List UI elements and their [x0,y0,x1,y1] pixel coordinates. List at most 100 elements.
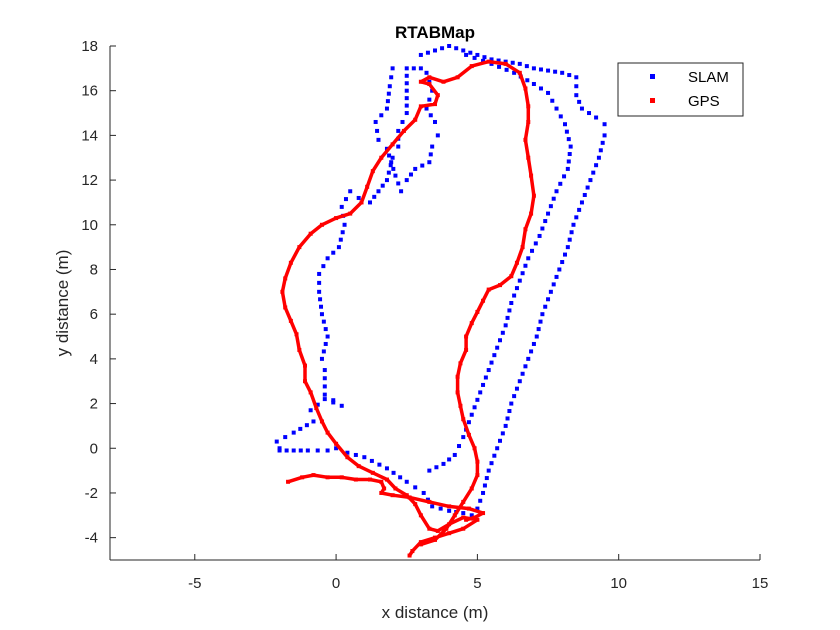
slam-dot [504,67,509,72]
slam-dot [496,58,501,63]
slam-point [345,450,350,455]
slam-dot [525,78,530,83]
slam-dot [520,271,525,276]
slam-point [305,448,310,453]
slam-dot [438,506,443,511]
slam-point [387,84,392,89]
slam-dot [454,46,459,51]
slam-dot [600,140,605,145]
slam-dot [482,55,487,60]
slam-point [461,435,466,440]
slam-dot [380,183,385,188]
gps-point [348,211,353,216]
slam-point [517,278,522,283]
slam-dot [375,128,380,133]
slam-point [348,189,353,194]
slam-dot [492,353,497,358]
gps-point [379,479,384,484]
slam-dot [389,160,394,165]
slam-point [531,66,536,71]
slam-dot [523,364,528,369]
slam-dot [574,84,579,89]
gps-point [334,441,339,446]
gps-track-line [286,473,485,522]
gps-point [427,499,432,504]
gps-point [503,61,508,66]
gps-point [433,537,437,542]
slam-dot [396,181,401,186]
slam-point [461,48,466,53]
slam-point [433,119,437,124]
slam-dot [505,315,510,320]
gps-point [458,361,463,366]
slam-point [424,106,429,111]
gps-point [401,128,406,133]
gps-point [410,549,415,554]
gps-point [523,86,528,91]
slam-dot [564,129,569,134]
gps-point [447,504,452,509]
slam-point [373,119,378,124]
slam-dot [408,172,413,177]
slam-dot [563,252,567,257]
slam-dot [577,99,582,104]
gps-point [339,475,344,480]
slam-point [486,368,491,373]
gps-point [379,155,384,160]
gps-point [325,475,330,480]
gps-point [418,542,423,547]
slam-dot [385,99,390,104]
slam-dot [315,402,320,407]
slam-dot [567,237,572,242]
slam-point [447,508,452,513]
gps-point [297,347,302,352]
slam-point [427,160,432,165]
slam-dot [560,260,565,265]
series-track-2 [286,473,486,522]
slam-point [509,401,514,406]
slam-point [602,133,607,138]
gps-point [472,446,477,451]
gps-point [461,526,466,531]
slam-dot [343,197,348,202]
slam-point [478,390,483,395]
slam-point [594,115,599,120]
gps-point [325,430,330,435]
slam-dot [298,426,303,431]
slam-point [291,430,296,435]
slam-point [404,88,409,93]
slam-dot [538,319,543,324]
slam-point [560,70,565,75]
slam-point [384,178,389,183]
slam-point [418,66,423,71]
gps-point [353,477,358,482]
slam-dot [567,73,572,78]
gps-point [523,227,528,232]
gps-point [481,511,486,516]
slam-point [512,70,517,75]
slam-point [469,513,474,518]
gps-point [294,332,299,337]
slam-dot [389,75,394,80]
slam-dot [404,96,409,101]
slam-point [475,52,480,57]
gps-point [334,216,339,221]
slam-point [546,211,551,216]
x-tick-label: 0 [332,575,340,592]
slam-point [430,88,435,93]
gps-point [393,486,398,491]
slam-dot [567,152,572,157]
gps-point [469,321,474,326]
slam-point [461,511,466,516]
gps-point [481,298,486,303]
slam-point [531,81,536,86]
gps-point [435,528,440,533]
slam-dot [551,282,556,287]
slam-point [464,52,469,57]
gps-point [486,59,491,64]
y-tick-label: 4 [90,351,98,368]
slam-point [430,144,435,149]
slam-point [376,137,381,142]
x-tick-label: 5 [473,575,481,592]
legend-marker-gps [650,98,655,103]
